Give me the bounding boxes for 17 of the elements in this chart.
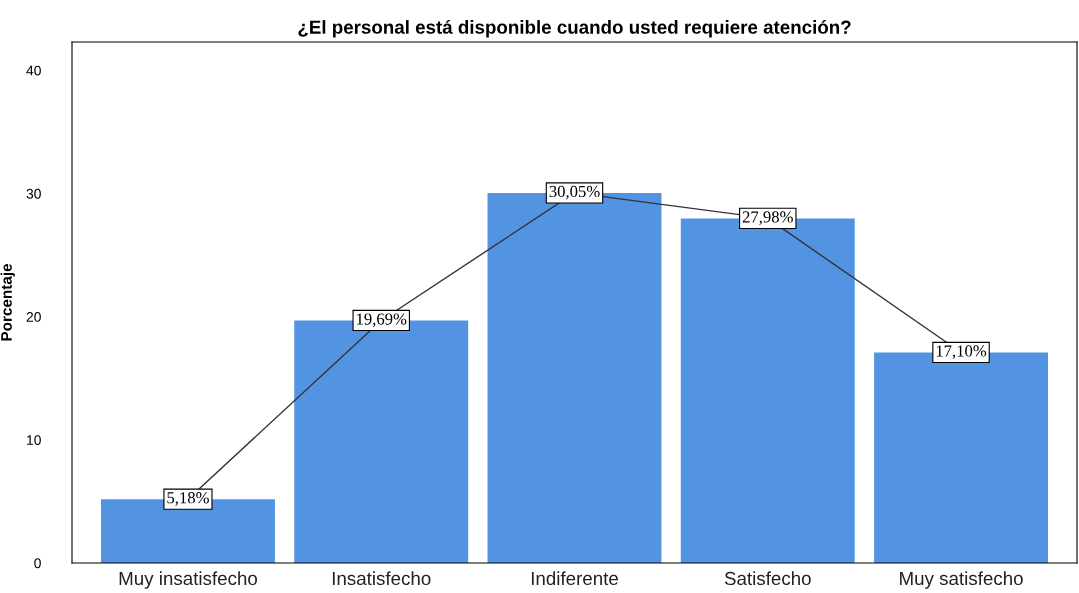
data-label: 30,05% [549,185,600,200]
chart-title: ¿El personal está disponible cuando usted requiere atención? [298,19,851,38]
y-tick-label: 20 [26,312,41,322]
data-label: 17,10% [936,345,987,359]
data-label: 19,69% [357,313,407,328]
y-tick-label: 10 [27,435,41,445]
y-tick-label: 40 [26,65,41,76]
x-tick-label: Insatisfecho [332,571,431,586]
x-tick-label: Satisfecho [724,571,811,586]
data-label: 5,18% [167,492,209,506]
y-axis-title: Porcentaje [0,263,15,341]
x-tick-label: Muy insatisfecho [119,571,257,589]
x-tick-label: Indiferente [531,571,618,586]
data-label: 27,98% [742,211,793,225]
x-tick-label: Muy satisfecho [900,571,1023,589]
y-tick-label: 30 [26,188,41,199]
y-tick-label: 0 [34,558,41,569]
